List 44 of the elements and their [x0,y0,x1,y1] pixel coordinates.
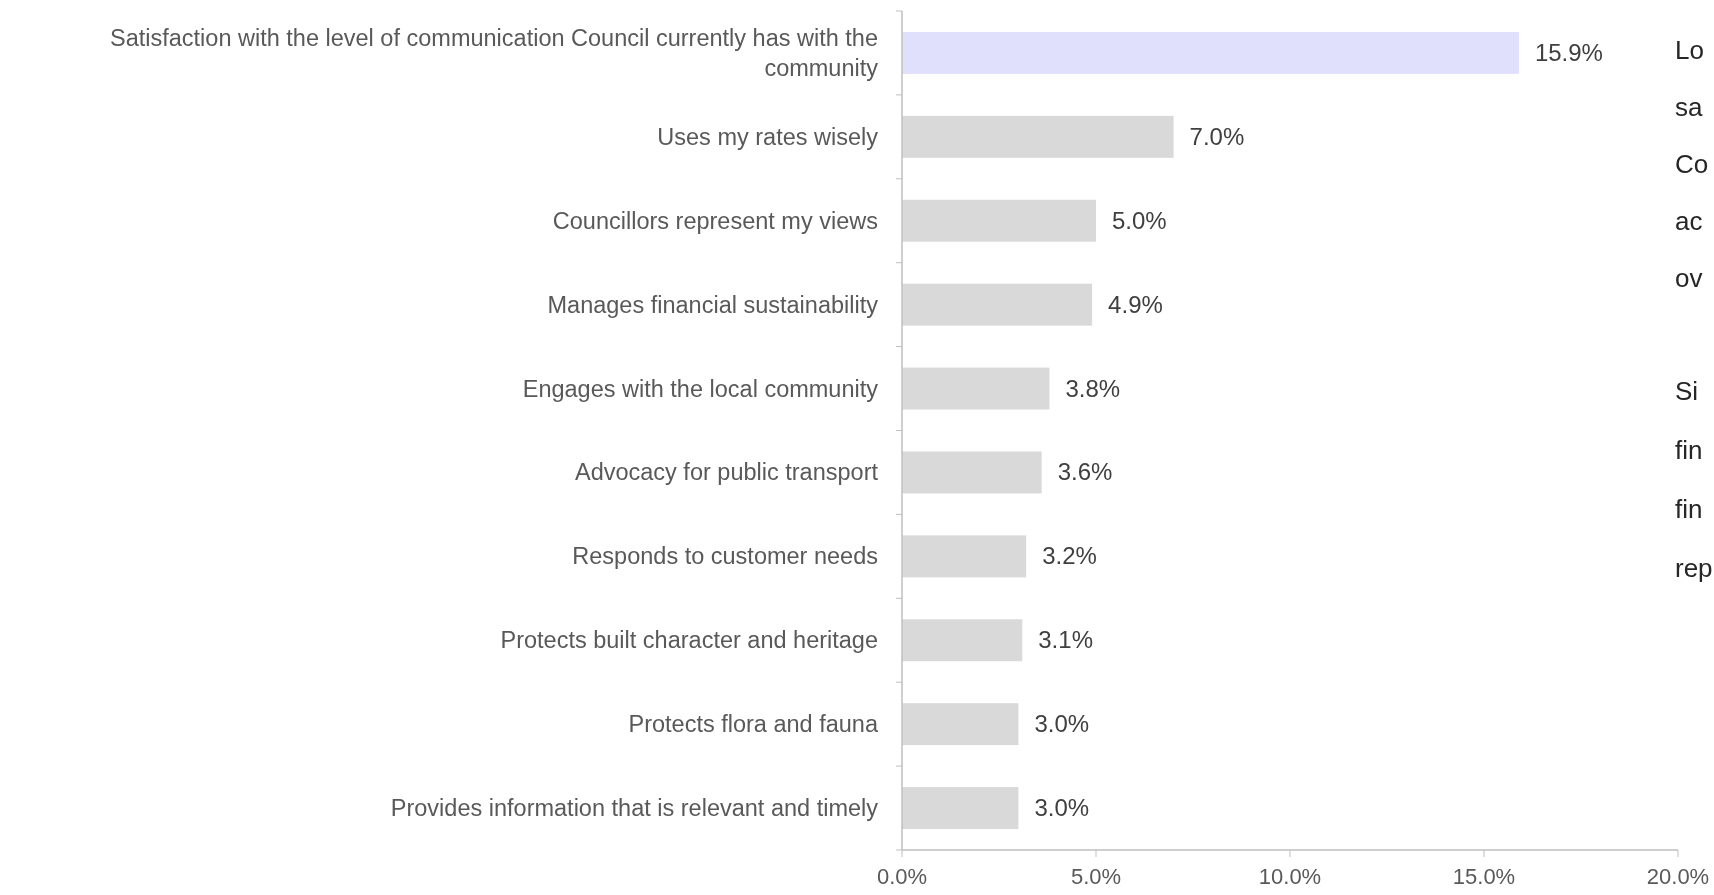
x-tick-label: 0.0% [876,864,928,889]
annotation: Co [1675,149,1709,179]
data-label: 3.0% [1034,794,1090,822]
annotation: Si [1675,376,1699,406]
annotation: sa [1675,92,1703,122]
data-label: 3.8% [1065,374,1121,402]
y-tick-label: Responds to customer needs [572,543,878,570]
annotation: Lo [1675,35,1704,65]
bar [902,703,1019,746]
bar [902,451,1042,494]
x-tick-label: 20.0% [1646,864,1710,889]
data-label: 7.0% [1189,122,1245,150]
bar [902,535,1027,578]
bar [902,31,1519,74]
bar [902,199,1096,242]
data-label: 3.6% [1057,458,1113,486]
y-tick-label: Uses my rates wisely [657,123,879,150]
bar [902,115,1174,158]
y-tick-label: Councillors represent my views [552,207,878,234]
y-tick-label: Provides information that is relevant and timely [390,795,879,822]
data-label: 5.0% [1112,206,1167,234]
annotation: fin [1675,494,1703,524]
annotation: fin [1675,435,1703,465]
annotation: rep [1675,553,1713,583]
bar [902,367,1050,410]
x-tick-label: 10.0% [1258,864,1322,889]
data-label: 3.2% [1042,542,1097,570]
annotation: ac [1675,206,1703,236]
bar [902,283,1093,326]
data-label: 3.0% [1034,710,1090,738]
y-tick-label: Advocacy for public transport [574,459,879,486]
y-tick-label: Satisfaction with the level of communication Council currently has with the community [109,24,879,81]
data-label: 3.1% [1038,626,1093,654]
y-tick-label: Manages financial sustainability [547,291,879,318]
bar [902,619,1023,662]
y-tick-label: Engages with the local community [522,375,879,402]
x-tick-label: 15.0% [1452,864,1516,889]
x-tick-label: 5.0% [1070,864,1122,889]
y-tick-label: Protects built character and heritage [500,627,878,654]
annotation: ov [1675,263,1703,293]
y-tick-label: Protects flora and fauna [628,711,879,738]
data-label: 15.9% [1534,38,1603,66]
bar [902,787,1019,830]
data-label: 4.9% [1108,290,1163,318]
